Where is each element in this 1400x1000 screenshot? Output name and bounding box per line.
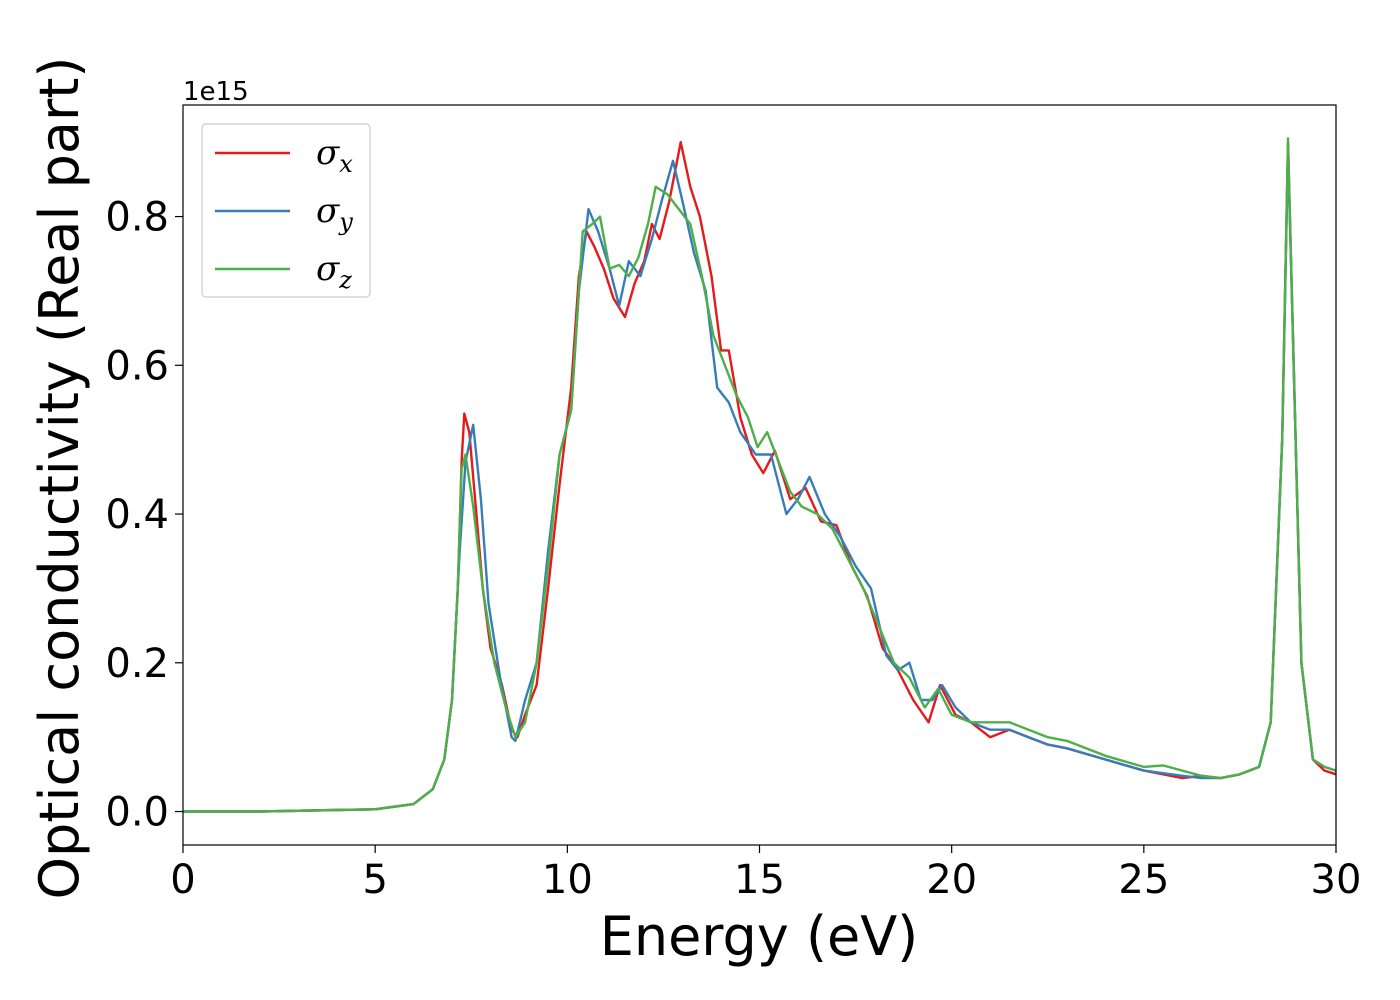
y-tick-label: 0.6 [105,343,169,389]
x-tick-label: 20 [926,857,977,903]
y-tick-label: 0.2 [105,641,169,687]
series-layer [183,137,1336,813]
x-tick-label: 0 [170,857,195,903]
y-offset-label: 1e15 [183,77,249,107]
x-tick-label: 25 [1118,857,1169,903]
y-tick-label: 0.0 [105,790,169,836]
legend-label-x: σx [316,133,353,178]
series-line-z [183,137,1336,813]
series-line-y [183,148,1336,813]
legend-label-z: σz [316,249,352,294]
legend-label-y: σy [316,191,353,236]
y-tick-label: 0.4 [105,492,169,538]
y-axis-title: Optical conductivity (Real part) [28,57,91,900]
x-axis: 0 5 10 15 20 25 30 [170,845,1361,903]
legend: σx σy σz [201,123,371,298]
x-tick-label: 5 [362,857,387,903]
x-tick-label: 15 [734,857,785,903]
y-axis: 0.0 0.2 0.4 0.6 0.8 [105,195,183,836]
y-tick-label: 0.8 [105,195,169,241]
x-tick-label: 10 [542,857,593,903]
x-tick-label: 30 [1311,857,1362,903]
x-axis-title: Energy (eV) [600,905,919,968]
